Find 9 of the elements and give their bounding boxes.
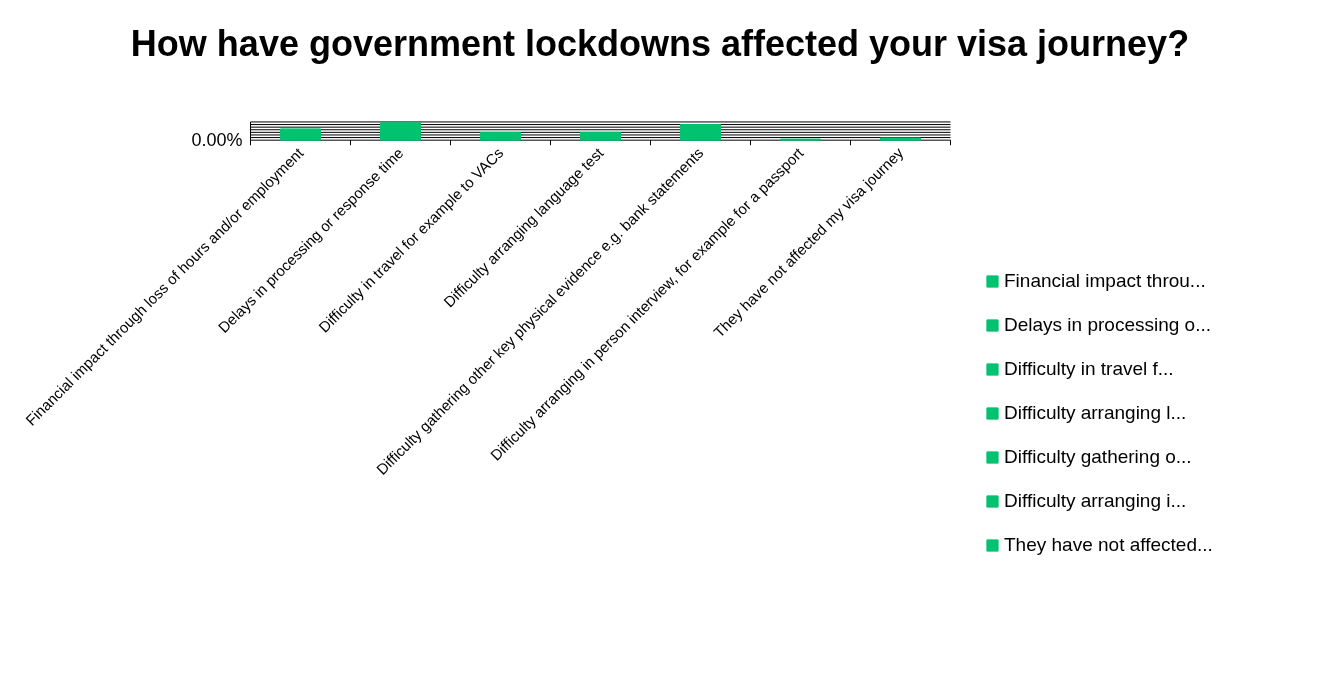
legend-label: Financial impact throu... bbox=[1004, 270, 1206, 292]
legend-label: Difficulty arranging l... bbox=[1004, 402, 1187, 424]
chart-title: How have government lockdowns affected your visa journey? bbox=[130, 22, 1190, 64]
legend-label: They have not affected... bbox=[1004, 534, 1213, 556]
legend-label: Delays in processing o... bbox=[1004, 314, 1211, 336]
legend-label: Difficulty arranging i... bbox=[1004, 490, 1187, 512]
legend-label: Difficulty gathering o... bbox=[1004, 446, 1192, 468]
legend-label: Difficulty in travel f... bbox=[1004, 358, 1174, 380]
text: 0.00% bbox=[191, 130, 243, 151]
